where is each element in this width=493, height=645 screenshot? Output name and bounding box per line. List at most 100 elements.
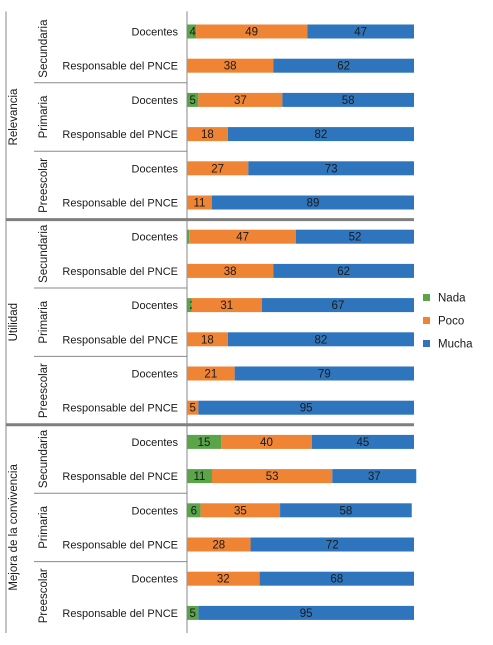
data-label-mucha: 67 (332, 300, 345, 312)
bars-layer: 4494738625375818822773118914752386223167… (187, 24, 417, 620)
data-label-mucha: 73 (325, 163, 338, 175)
bar-utilidad-primaria-responsable-del-pnce-poco (187, 332, 228, 347)
row-label-responsable-del-pnce: Responsable del PNCE (62, 334, 178, 346)
bar-utilidad-primaria-responsable-del-pnce-mucha (227, 332, 414, 347)
legend-swatch-poco (423, 317, 430, 324)
data-label-nada: 4 (190, 27, 197, 39)
bar-mejora-de-la-convivencia-primaria-docentes-poco (200, 503, 281, 518)
bar-relevancia-preescolar-responsable-del-pnce-poco (187, 195, 212, 210)
data-label-mucha: 95 (300, 608, 313, 620)
row-label-responsable-del-pnce: Responsable del PNCE (62, 129, 178, 141)
data-label-nada: 11 (194, 471, 206, 483)
data-label-mucha: 37 (368, 471, 381, 483)
data-label-poco: 27 (211, 163, 224, 175)
level-label-preescolar: Preescolar (38, 568, 50, 623)
chart-frame (5, 11, 414, 633)
data-label-nada: 6 (191, 505, 197, 517)
bar-utilidad-secundaria-responsable-del-pnce-poco (187, 263, 274, 278)
row-label-responsable-del-pnce: Responsable del PNCE (62, 540, 178, 552)
row-label-docentes: Docentes (132, 27, 179, 39)
data-label-poco: 47 (236, 232, 249, 244)
bar-relevancia-primaria-docentes-poco (198, 92, 283, 107)
group-label-relevancia: Relevancia (8, 88, 20, 145)
category-labels: Docentes Responsable del PNCE Docentes Resp… (8, 19, 178, 623)
row-label-docentes: Docentes (132, 300, 179, 312)
bar-utilidad-secundaria-docentes-nada (187, 229, 190, 244)
data-label-mucha: 82 (315, 129, 328, 141)
bar-relevancia-preescolar-docentes-poco (187, 161, 249, 176)
data-label-poco: 11 (194, 198, 206, 210)
legend: Nada Poco Mucha (423, 293, 473, 351)
bar-mejora-de-la-convivencia-secundaria-docentes-mucha (311, 434, 414, 449)
bar-utilidad-primaria-docentes-nada (187, 298, 192, 313)
bar-utilidad-preescolar-responsable-del-pnce-poco (187, 400, 199, 415)
level-label-primaria: Primaria (38, 95, 50, 138)
data-label-nada: 5 (190, 608, 196, 620)
row-label-docentes: Docentes (132, 369, 179, 381)
row-label-docentes: Docentes (132, 437, 179, 449)
bar-utilidad-preescolar-responsable-del-pnce-mucha (198, 400, 414, 415)
bar-utilidad-primaria-docentes-mucha (261, 298, 414, 313)
data-label-mucha: 68 (330, 574, 343, 586)
data-label-poco: 53 (266, 471, 279, 483)
data-label-poco: 38 (224, 266, 237, 278)
data-label-poco: 49 (245, 27, 258, 39)
bar-mejora-de-la-convivencia-secundaria-docentes-poco (221, 434, 312, 449)
data-label-poco: 38 (224, 61, 237, 73)
level-label-primaria: Primaria (38, 505, 50, 548)
data-label-mucha: 58 (342, 95, 355, 107)
row-label-responsable-del-pnce: Responsable del PNCE (62, 266, 178, 278)
data-label-poco: 5 (190, 403, 196, 415)
data-label-poco: 40 (260, 437, 273, 449)
bar-relevancia-secundaria-docentes-poco (196, 24, 308, 39)
data-label-poco: 37 (234, 95, 247, 107)
bar-mejora-de-la-convivencia-preescolar-docentes-mucha (259, 571, 414, 586)
bar-relevancia-primaria-responsable-del-pnce-poco (187, 127, 228, 142)
row-label-responsable-del-pnce: Responsable del PNCE (62, 608, 178, 620)
data-label-mucha: 58 (340, 505, 353, 517)
bar-relevancia-preescolar-responsable-del-pnce-mucha (211, 195, 414, 210)
data-label-poco: 21 (204, 369, 217, 381)
data-label-poco: 35 (234, 505, 247, 517)
bar-mejora-de-la-convivencia-secundaria-responsable-del-pnce-nada (187, 469, 212, 484)
row-label-responsable-del-pnce: Responsable del PNCE (62, 61, 178, 73)
data-label-poco: 31 (220, 300, 233, 312)
data-label-mucha: 89 (307, 198, 320, 210)
data-label-mucha: 62 (337, 61, 350, 73)
bar-mejora-de-la-convivencia-primaria-docentes-mucha (280, 503, 412, 518)
level-label-secundaria: Secundaria (38, 224, 50, 283)
data-label-mucha: 62 (337, 266, 350, 278)
level-label-secundaria: Secundaria (38, 429, 50, 488)
data-label-poco: 18 (201, 129, 214, 141)
bar-utilidad-preescolar-docentes-poco (187, 366, 235, 381)
legend-label-nada: Nada (438, 293, 466, 305)
bar-utilidad-primaria-docentes-poco (191, 298, 262, 313)
bar-relevancia-secundaria-responsable-del-pnce-mucha (273, 58, 414, 73)
bar-relevancia-primaria-docentes-nada (187, 92, 199, 107)
data-label-mucha: 45 (357, 437, 370, 449)
data-label-mucha: 82 (315, 334, 328, 346)
data-label-mucha: 52 (349, 232, 362, 244)
row-label-docentes: Docentes (132, 505, 179, 517)
bar-mejora-de-la-convivencia-primaria-responsable-del-pnce-mucha (250, 537, 414, 552)
data-label-mucha: 79 (318, 369, 331, 381)
data-label-poco: 28 (212, 540, 225, 552)
level-label-preescolar: Preescolar (38, 158, 50, 213)
bar-mejora-de-la-convivencia-primaria-docentes-nada (187, 503, 201, 518)
data-label-nada: 15 (198, 437, 211, 449)
row-label-docentes: Docentes (132, 574, 179, 586)
bar-utilidad-secundaria-docentes-mucha (295, 229, 414, 244)
bar-relevancia-secundaria-docentes-mucha (307, 24, 414, 39)
group-label-utilidad: Utilidad (8, 303, 20, 341)
bar-mejora-de-la-convivencia-primaria-responsable-del-pnce-poco (187, 537, 251, 552)
bar-mejora-de-la-convivencia-secundaria-responsable-del-pnce-poco (211, 469, 333, 484)
group-label-mejora-de-la-convivencia: Mejora de la convivencia (8, 464, 20, 591)
level-label-secundaria: Secundaria (38, 19, 50, 78)
data-label-nada: 5 (190, 95, 196, 107)
level-label-primaria: Primaria (38, 300, 50, 343)
row-label-docentes: Docentes (132, 95, 179, 107)
data-label-poco: 32 (217, 574, 230, 586)
bar-mejora-de-la-convivencia-preescolar-responsable-del-pnce-mucha (198, 605, 414, 620)
level-label-preescolar: Preescolar (38, 363, 50, 418)
row-label-docentes: Docentes (132, 163, 179, 175)
